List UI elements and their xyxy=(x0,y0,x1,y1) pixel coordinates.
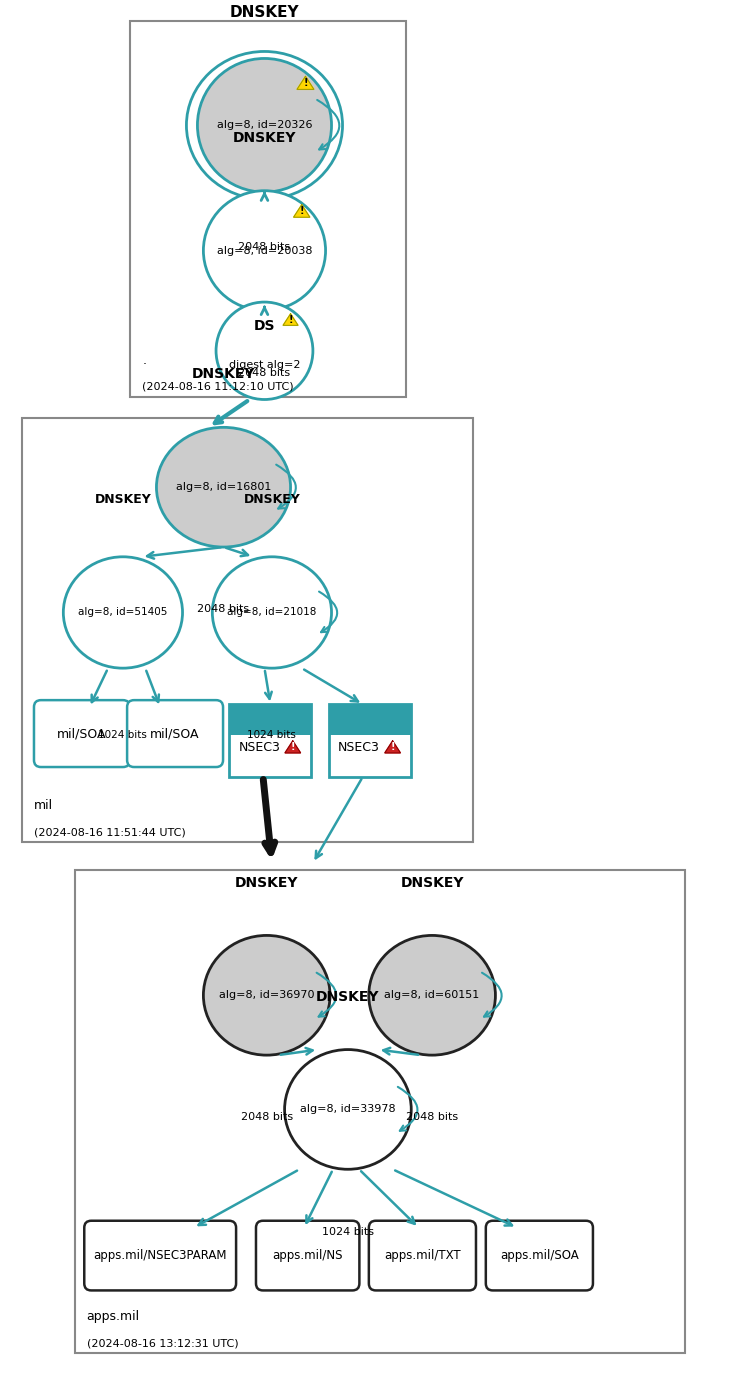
FancyArrowPatch shape xyxy=(482,973,501,1016)
Text: NSEC3: NSEC3 xyxy=(238,741,280,754)
Ellipse shape xyxy=(156,427,291,547)
FancyBboxPatch shape xyxy=(127,700,223,767)
Polygon shape xyxy=(283,313,298,326)
Text: !: ! xyxy=(288,315,293,324)
Text: DNSKEY: DNSKEY xyxy=(235,876,299,889)
Text: !: ! xyxy=(390,742,395,752)
Text: alg=8, id=60151: alg=8, id=60151 xyxy=(384,990,480,1001)
Text: alg=8, id=16801: alg=8, id=16801 xyxy=(176,482,271,493)
Text: apps.mil/SOA: apps.mil/SOA xyxy=(500,1249,579,1263)
FancyBboxPatch shape xyxy=(34,700,130,767)
Text: 1024 bits: 1024 bits xyxy=(98,729,148,739)
Polygon shape xyxy=(385,741,400,753)
FancyArrowPatch shape xyxy=(276,465,296,508)
Text: apps.mil/NSEC3PARAM: apps.mil/NSEC3PARAM xyxy=(93,1249,227,1263)
Text: mil/SOA: mil/SOA xyxy=(57,727,107,741)
Text: 2048 bits: 2048 bits xyxy=(406,1112,458,1122)
Bar xyxy=(329,725,411,735)
FancyArrowPatch shape xyxy=(317,973,336,1016)
FancyBboxPatch shape xyxy=(486,1221,593,1290)
Text: DNSKEY: DNSKEY xyxy=(400,876,464,889)
FancyArrowPatch shape xyxy=(319,592,337,632)
Text: DNSKEY: DNSKEY xyxy=(95,493,151,507)
Text: (2024-08-16 11:12:10 UTC): (2024-08-16 11:12:10 UTC) xyxy=(142,381,294,391)
Ellipse shape xyxy=(216,302,313,400)
Text: alg=8, id=20326: alg=8, id=20326 xyxy=(217,120,312,131)
FancyBboxPatch shape xyxy=(369,1221,476,1290)
Ellipse shape xyxy=(63,557,183,668)
Text: (2024-08-16 11:51:44 UTC): (2024-08-16 11:51:44 UTC) xyxy=(34,827,186,837)
Text: alg=8, id=51405: alg=8, id=51405 xyxy=(78,607,168,618)
Text: 1024 bits: 1024 bits xyxy=(247,729,297,739)
Ellipse shape xyxy=(369,935,495,1055)
Text: 2048 bits: 2048 bits xyxy=(238,367,291,377)
Ellipse shape xyxy=(212,557,332,668)
Text: DNSKEY: DNSKEY xyxy=(229,6,299,19)
Text: !: ! xyxy=(303,78,308,88)
Text: .: . xyxy=(142,354,146,366)
Bar xyxy=(130,21,406,397)
Text: 2048 bits: 2048 bits xyxy=(197,604,250,614)
Bar xyxy=(329,704,411,725)
Text: alg=8, id=21018: alg=8, id=21018 xyxy=(227,607,317,618)
Text: DNSKEY: DNSKEY xyxy=(316,990,380,1004)
Ellipse shape xyxy=(203,935,330,1055)
Text: apps.mil: apps.mil xyxy=(86,1310,139,1322)
Text: 2048 bits: 2048 bits xyxy=(241,1112,293,1122)
Bar xyxy=(229,704,311,725)
Bar xyxy=(329,704,411,777)
Ellipse shape xyxy=(197,58,332,192)
Text: mil: mil xyxy=(34,799,54,812)
Text: !: ! xyxy=(299,206,304,216)
Polygon shape xyxy=(285,741,300,753)
Text: digest alg=2: digest alg=2 xyxy=(229,359,300,370)
Text: mil/SOA: mil/SOA xyxy=(150,727,200,741)
Bar xyxy=(22,418,473,842)
Text: alg=8, id=33978: alg=8, id=33978 xyxy=(300,1104,396,1115)
Bar xyxy=(229,725,311,735)
Text: apps.mil/TXT: apps.mil/TXT xyxy=(384,1249,460,1263)
Text: !: ! xyxy=(291,742,295,752)
FancyBboxPatch shape xyxy=(256,1221,359,1290)
Text: DS: DS xyxy=(254,319,275,333)
Text: 1024 bits: 1024 bits xyxy=(322,1226,374,1236)
Bar xyxy=(229,704,311,777)
FancyArrowPatch shape xyxy=(398,1087,417,1130)
Text: alg=8, id=36970: alg=8, id=36970 xyxy=(219,990,314,1001)
Text: alg=8, id=20038: alg=8, id=20038 xyxy=(217,245,312,256)
FancyArrowPatch shape xyxy=(317,100,339,149)
Bar xyxy=(74,870,685,1353)
Ellipse shape xyxy=(285,1050,411,1169)
Text: DNSKEY: DNSKEY xyxy=(191,367,256,381)
Text: (2024-08-16 13:12:31 UTC): (2024-08-16 13:12:31 UTC) xyxy=(86,1338,238,1347)
FancyBboxPatch shape xyxy=(84,1221,236,1290)
Text: DNSKEY: DNSKEY xyxy=(244,493,300,507)
Ellipse shape xyxy=(203,191,326,310)
Text: 2048 bits: 2048 bits xyxy=(238,242,291,252)
Text: NSEC3: NSEC3 xyxy=(338,741,380,754)
Polygon shape xyxy=(294,205,310,217)
Polygon shape xyxy=(297,77,314,89)
Text: DNSKEY: DNSKEY xyxy=(232,131,297,145)
Text: apps.mil/NS: apps.mil/NS xyxy=(273,1249,343,1263)
